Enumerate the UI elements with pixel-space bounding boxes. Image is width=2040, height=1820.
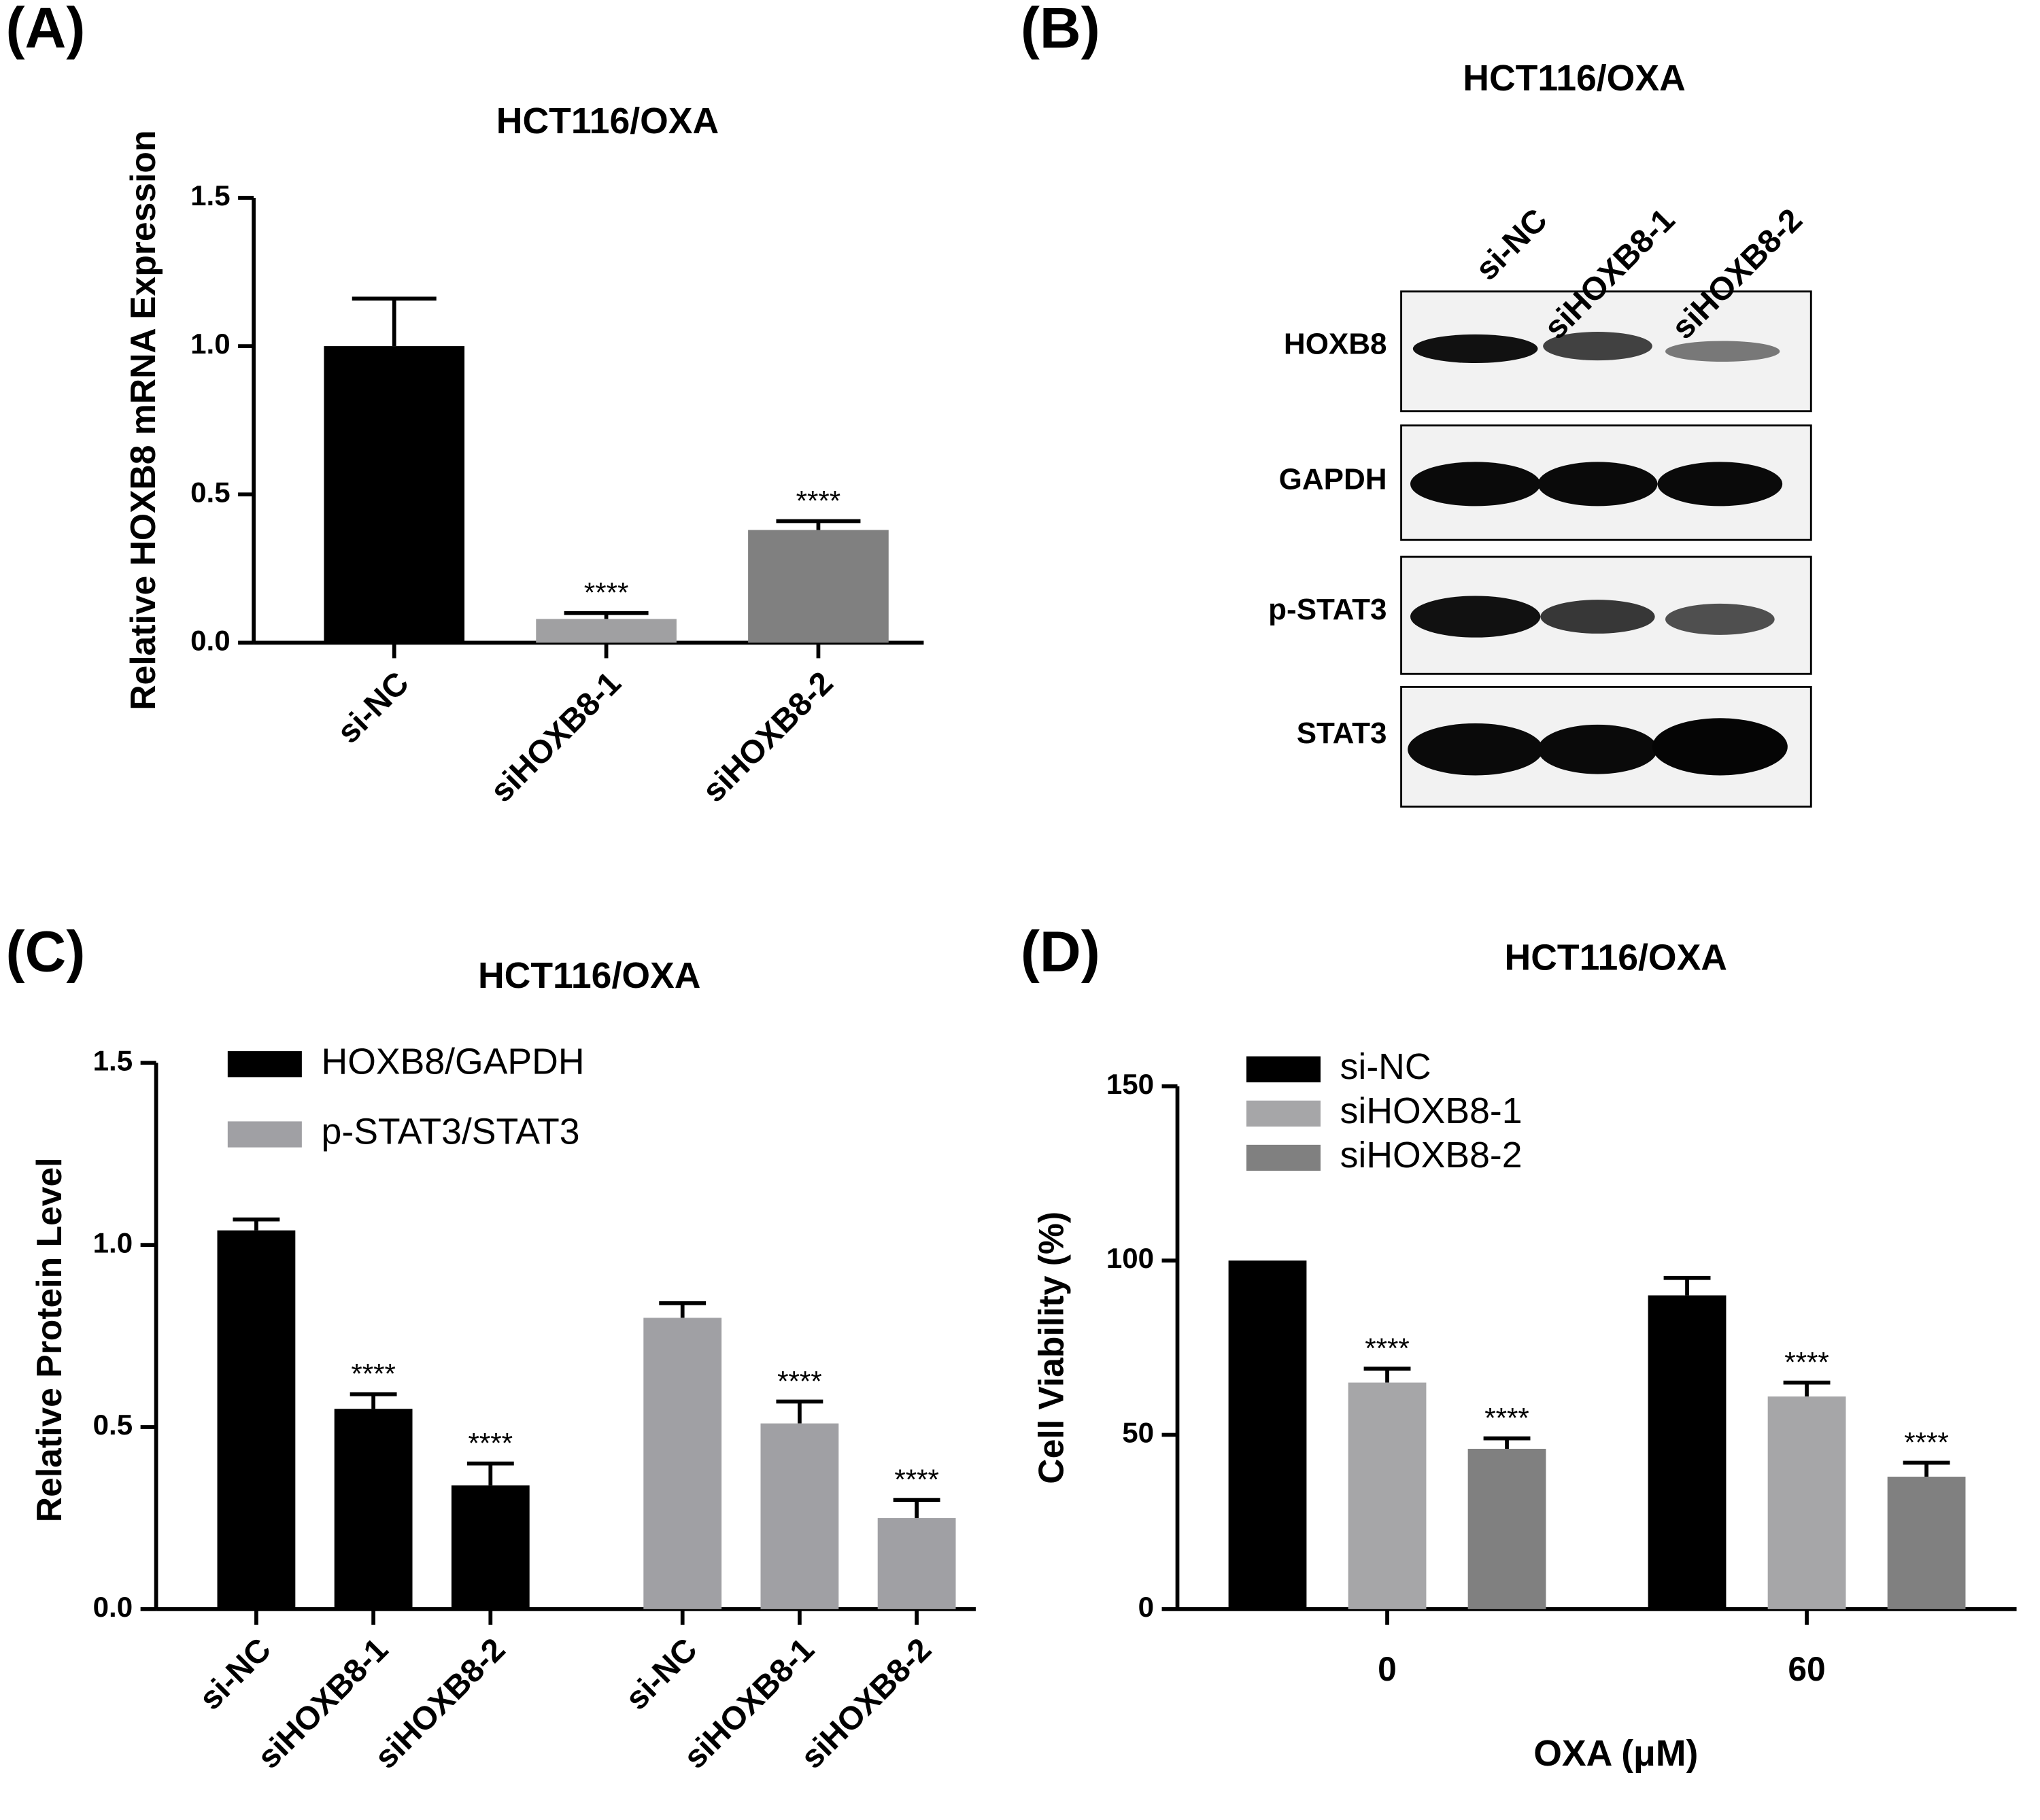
bar [1348,1382,1427,1609]
x-tick-label: 0 [1378,1650,1397,1688]
band [1665,341,1780,362]
legend-label: si-NC [1340,1047,1431,1087]
band [1410,596,1541,638]
band [1665,603,1775,635]
blot-bands [1400,290,1812,808]
x-tick-label: 60 [1788,1650,1825,1688]
row-label: STAT3 [1297,717,1387,750]
annotation: **** [469,1427,513,1459]
row-label: HOXB8 [1284,328,1387,361]
x-tick-label: si-NC [330,665,416,751]
y-tick-label: 0.0 [93,1591,133,1623]
x-tick-label: siHOXB8-1 [483,665,628,809]
bar [643,1318,722,1609]
annotation: **** [796,485,841,517]
row-label: GAPDH [1279,463,1387,496]
panel-label: (D) [1021,920,1100,984]
bar [1887,1477,1966,1609]
x-tick-label: si-NC [619,1632,704,1717]
band [1543,332,1652,361]
band [1408,723,1544,776]
band [1540,600,1655,634]
panel-label: (C) [6,920,86,984]
y-axis-label: Relative Protein Level [29,1157,69,1522]
bar [1467,1449,1546,1609]
bar [760,1423,839,1609]
annotation: **** [1904,1426,1949,1458]
band [1537,724,1658,774]
bar [334,1409,413,1609]
y-tick-label: 150 [1106,1068,1154,1100]
band [1412,334,1538,363]
x-tick-label: siHOXB8-2 [696,665,840,809]
bar [1648,1295,1727,1609]
bar [748,530,889,643]
x-tick-label: si-NC [192,1632,278,1717]
y-axis-label: Cell Viability (%) [1031,1212,1070,1484]
annotation: **** [351,1358,396,1390]
y-tick-label: 0 [1138,1591,1154,1623]
y-tick-label: 1.5 [190,179,231,211]
bar [324,346,465,643]
bar [1228,1260,1307,1609]
bar [1767,1396,1846,1609]
band [1410,462,1541,506]
legend-swatch [1246,1056,1321,1083]
annotation: **** [777,1365,822,1397]
y-tick-label: 1.0 [190,328,231,360]
bar [877,1517,956,1609]
annotation: **** [1484,1402,1529,1434]
panel-label: (B) [1021,0,1100,60]
y-axis-label: Relative HOXB8 mRNA Expression [123,130,163,710]
annotation: **** [1784,1346,1829,1378]
annotation: **** [894,1464,939,1496]
y-tick-label: 1.5 [93,1044,133,1076]
y-tick-label: 100 [1106,1242,1154,1274]
legend-label: HOXB8/GAPDH [322,1042,585,1082]
annotation: **** [584,577,629,608]
legend-label: siHOXB8-1 [1340,1091,1523,1131]
row-label: p-STAT3 [1268,593,1387,626]
legend-swatch [1246,1100,1321,1127]
bar [451,1485,530,1609]
panel-label: (A) [6,0,86,60]
y-tick-label: 1.0 [93,1226,133,1258]
legend-label: p-STAT3/STAT3 [322,1112,580,1152]
y-tick-label: 0.5 [93,1409,133,1441]
band [1657,462,1783,506]
band [1537,462,1658,506]
band [1652,718,1788,776]
annotation: **** [1365,1332,1410,1364]
x-axis-label: OXA (μM) [1533,1734,1698,1774]
chart-title: HCT116/OXA [496,101,719,141]
legend-swatch [227,1121,302,1148]
lane-label: si-NC [1469,202,1554,288]
legend-swatch [1246,1144,1321,1171]
chart-title: HCT116/OXA [1463,58,1685,99]
bar [536,619,677,643]
legend-label: siHOXB8-2 [1340,1135,1523,1175]
y-tick-label: 0.5 [190,476,231,508]
chart-title: HCT116/OXA [1505,938,1727,978]
y-tick-label: 50 [1122,1417,1154,1449]
chart-title: HCT116/OXA [478,956,700,996]
bar [217,1230,296,1609]
legend-swatch [227,1051,302,1078]
y-tick-label: 0.0 [190,624,231,656]
